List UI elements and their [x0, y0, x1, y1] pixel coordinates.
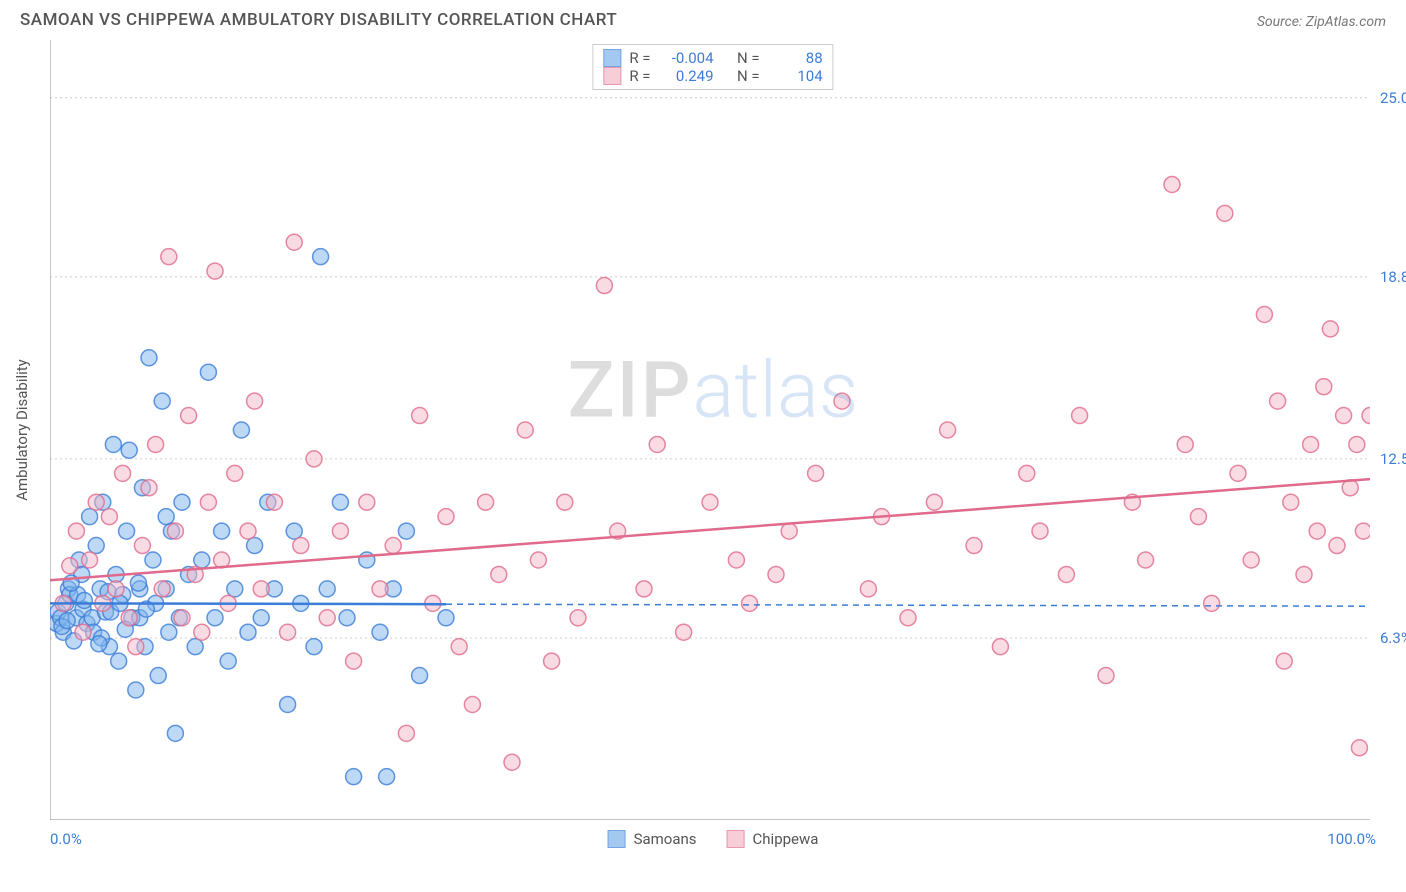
r-value: -0.004 — [659, 49, 714, 67]
y-tick-label: 25.0% — [1380, 89, 1406, 107]
y-tick-label: 12.5% — [1380, 450, 1406, 468]
y-tick-label: 18.8% — [1380, 268, 1406, 286]
legend-swatch-icon — [727, 830, 745, 848]
legend-swatch-icon — [603, 67, 621, 85]
header: SAMOAN VS CHIPPEWA AMBULATORY DISABILITY… — [0, 0, 1406, 36]
plot-wrapper: Ambulatory Disability ZIPatlas 6.3%12.5%… — [50, 40, 1376, 820]
legend-label: Chippewa — [753, 830, 819, 848]
stats-row-samoans: R = -0.004 N = 88 — [603, 49, 822, 67]
legend-swatch-icon — [608, 830, 626, 848]
chart-title: SAMOAN VS CHIPPEWA AMBULATORY DISABILITY… — [20, 10, 617, 30]
legend-label: Samoans — [634, 830, 697, 848]
x-axis-max-label: 100.0% — [1327, 830, 1376, 848]
n-value: 104 — [768, 67, 823, 85]
y-tick-label: 6.3% — [1380, 629, 1406, 647]
scatter-plot — [50, 40, 1370, 820]
y-axis-label: Ambulatory Disability — [13, 359, 31, 501]
x-axis-min-label: 0.0% — [50, 830, 82, 848]
stats-legend: R = -0.004 N = 88 R = 0.249 N = 104 — [592, 44, 833, 90]
legend-swatch-icon — [603, 49, 621, 67]
legend-item-chippewa: Chippewa — [727, 830, 819, 848]
n-value: 88 — [768, 49, 823, 67]
source-attribution: Source: ZipAtlas.com — [1257, 14, 1386, 30]
r-value: 0.249 — [659, 67, 714, 85]
stats-row-chippewa: R = 0.249 N = 104 — [603, 67, 822, 85]
legend-item-samoans: Samoans — [608, 830, 697, 848]
bottom-legend: Samoans Chippewa — [608, 830, 819, 848]
